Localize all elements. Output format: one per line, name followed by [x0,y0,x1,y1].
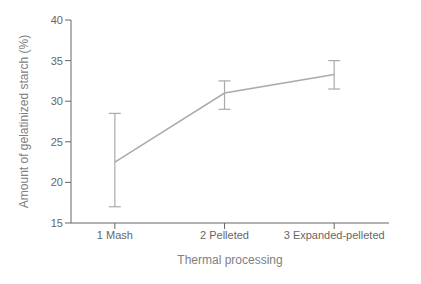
svg-text:40: 40 [51,14,63,26]
svg-text:Amount of gelatinized starch (: Amount of gelatinized starch (%) [17,35,31,208]
svg-text:30: 30 [51,95,63,107]
svg-text:25: 25 [51,136,63,148]
svg-text:15: 15 [51,217,63,229]
svg-text:3 Expanded-pelleted: 3 Expanded-pelleted [284,229,385,241]
svg-text:1 Mash: 1 Mash [97,229,133,241]
svg-text:Thermal processing: Thermal processing [177,253,282,267]
svg-text:2 Pelleted: 2 Pelleted [200,229,249,241]
svg-text:35: 35 [51,55,63,67]
svg-text:20: 20 [51,176,63,188]
